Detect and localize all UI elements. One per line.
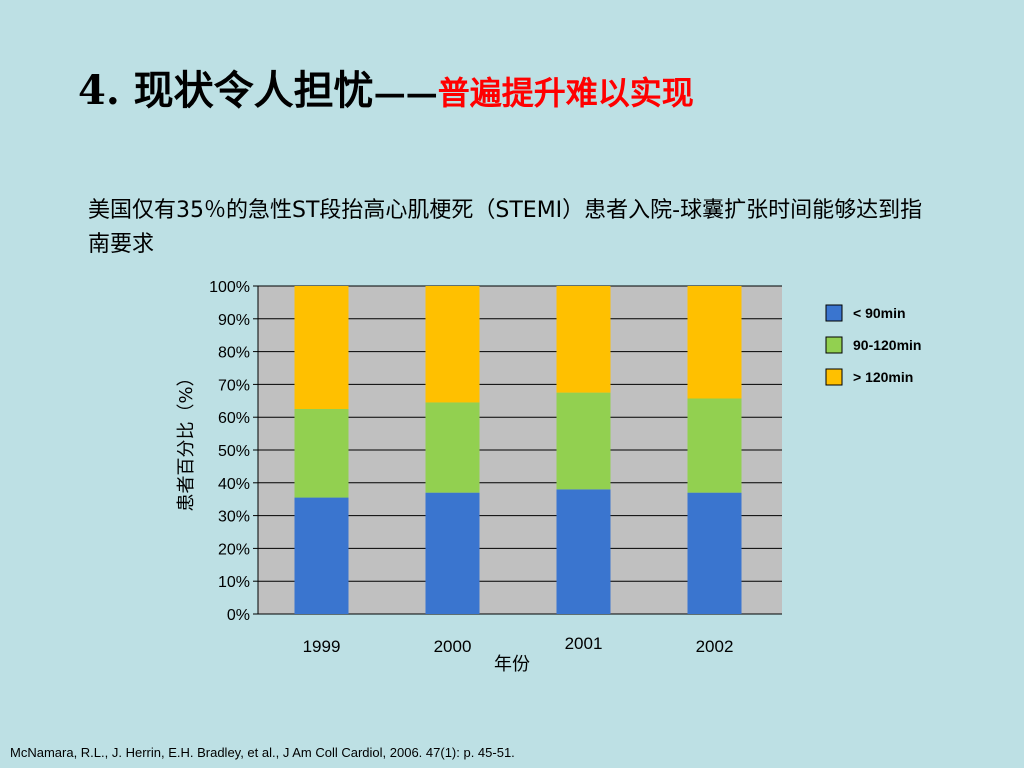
x-tick-label: 2001 <box>565 634 603 653</box>
bar-2002-series-2 <box>687 286 742 399</box>
y-tick-label: 30% <box>218 509 250 526</box>
y-tick-label: 0% <box>227 607 250 624</box>
legend-label-1: 90-120min <box>853 337 921 353</box>
bar-2002-series-0 <box>687 492 742 614</box>
title-dash: —— <box>373 74 438 112</box>
y-tick-label: 90% <box>218 312 250 329</box>
legend-swatch-1 <box>825 336 843 354</box>
stacked-bar-chart: 0% 10% 20% 30% 40% 50% 60% 70% 80% 90% 100% 1999 200… <box>176 279 921 675</box>
legend-swatch-0 <box>825 304 843 322</box>
title-main: 4. 现状令人担忧 <box>78 67 374 114</box>
bar-2000-series-2 <box>425 286 480 403</box>
x-axis-label: 年份 <box>494 654 530 675</box>
y-tick-label: 80% <box>218 345 250 362</box>
y-tick-label: 50% <box>218 443 250 460</box>
y-tick-label: 10% <box>218 574 250 591</box>
x-tick-label: 2002 <box>696 637 734 656</box>
bar-2002-series-1 <box>687 398 742 493</box>
bar-2001-series-0 <box>556 489 611 614</box>
bar-1999-series-2 <box>294 286 349 409</box>
y-axis-label: 患者百分比（%） <box>176 368 197 511</box>
bar-2001-series-2 <box>556 286 611 393</box>
x-tick-label: 2000 <box>434 637 472 656</box>
y-tick-label: 60% <box>218 410 250 427</box>
bar-2001-series-1 <box>556 392 611 490</box>
bar-2000-series-0 <box>425 492 480 614</box>
legend-label-2: > 120min <box>853 369 913 385</box>
x-tick-label: 1999 <box>303 637 341 656</box>
bar-1999-series-1 <box>294 409 349 498</box>
slide-subtitle: 美国仅有35％的急性ST段抬高心肌梗死（STEMI）患者入院-球囊扩张时间能够达… <box>88 198 923 257</box>
bar-1999-series-0 <box>294 497 349 614</box>
legend-label-0: < 90min <box>853 305 906 321</box>
bar-2000-series-1 <box>425 402 480 493</box>
y-tick-label: 40% <box>218 476 250 493</box>
slide-title: 4. 现状令人担忧——普遍提升难以实现 <box>78 58 694 116</box>
y-tick-label: 100% <box>209 279 250 296</box>
title-subtitle: 普遍提升难以实现 <box>437 74 694 112</box>
legend-swatch-2 <box>825 368 843 386</box>
y-tick-label: 70% <box>218 377 250 394</box>
y-tick-label: 20% <box>218 541 250 558</box>
citation: McNamara, R.L., J. Herrin, E.H. Bradley,… <box>10 745 515 760</box>
